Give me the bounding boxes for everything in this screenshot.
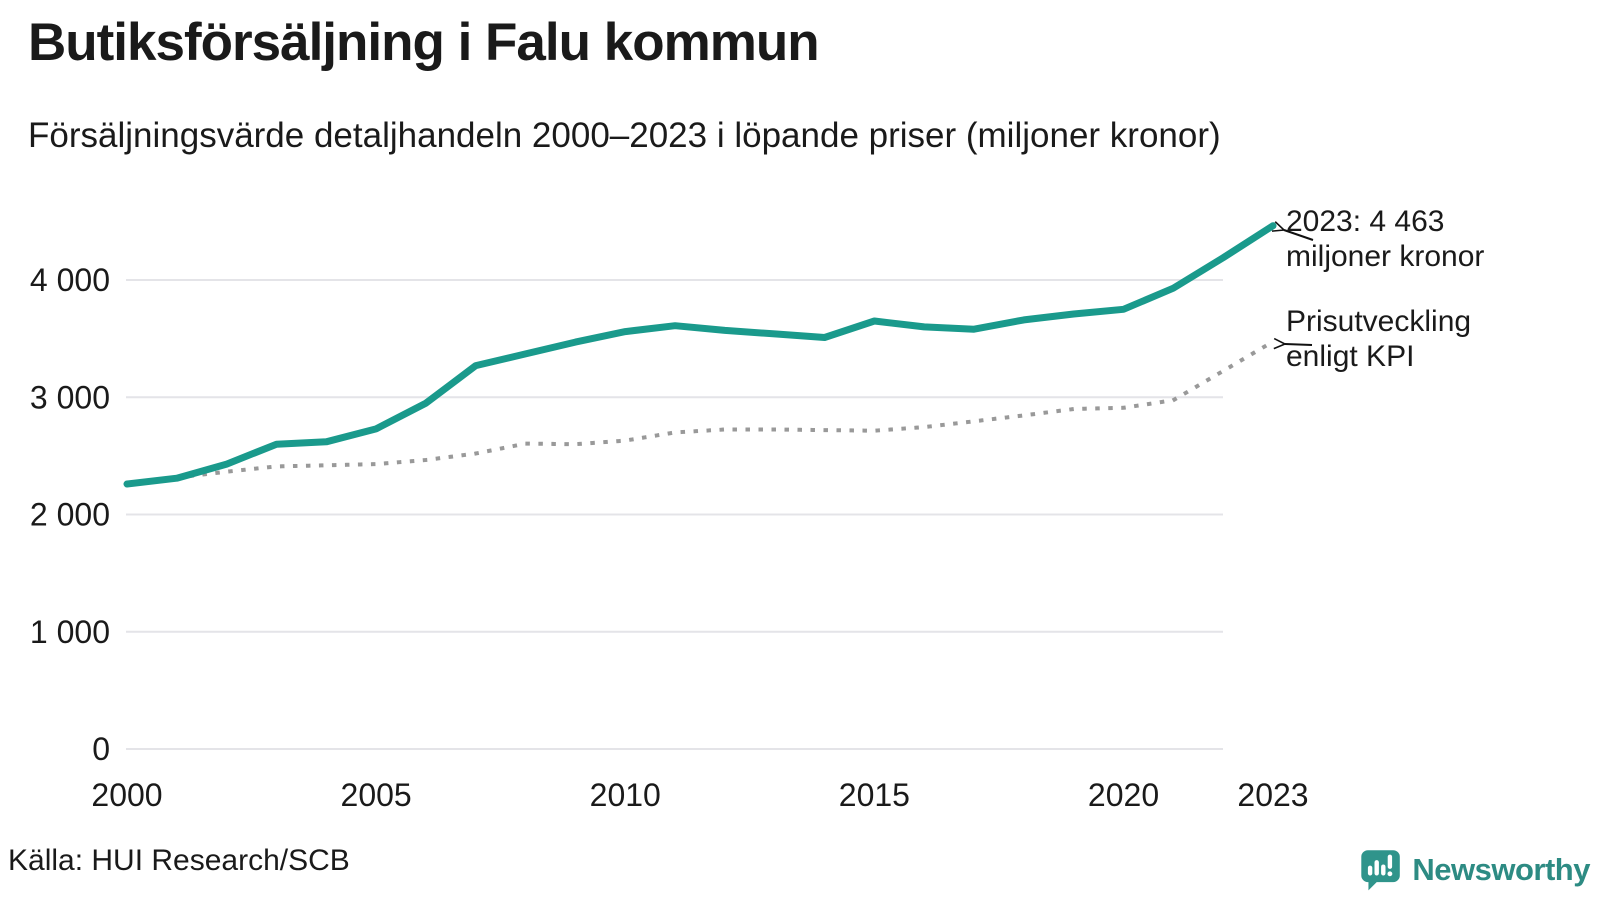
y-tick-label: 2 000 <box>30 497 110 533</box>
kpi-annotation-line1: Prisutveckling <box>1286 305 1472 338</box>
sales-annotation-line1: 2023: 4 463 <box>1286 205 1445 238</box>
page-title: Butiksförsäljning i Falu kommun <box>28 13 820 72</box>
brand-name: Newsworthy <box>1412 852 1590 887</box>
y-tick-label: 1 000 <box>30 614 110 650</box>
x-tick-label: 2020 <box>1088 777 1159 813</box>
bar-3 <box>1381 864 1386 876</box>
newsworthy-logo[interactable]: Newsworthy <box>1358 848 1590 892</box>
bar-2 <box>1374 860 1380 876</box>
kpi-dotted-line <box>124 338 1276 487</box>
page-subtitle: Försäljningsvärde detaljhandeln 2000–202… <box>28 116 1221 155</box>
exclamation-bar <box>1388 854 1393 869</box>
y-tick-label: 0 <box>92 731 110 767</box>
sales-annotation-line2: miljoner kronor <box>1286 240 1485 273</box>
source-note: Källa: HUI Research/SCB <box>8 844 350 877</box>
y-tick-label: 3 000 <box>30 379 110 415</box>
x-tick-label: 2010 <box>590 777 661 813</box>
sales-annotation-arrow <box>1284 230 1314 241</box>
kpi-endpoint-annotation: Prisutveckling enligt KPI <box>1286 304 1471 374</box>
x-tick-label: 2005 <box>341 777 412 813</box>
x-tick-label: 2023 <box>1237 777 1308 813</box>
x-tick-label: 2015 <box>839 777 910 813</box>
sales-endpoint-annotation: 2023: 4 463 miljoner kronor <box>1286 204 1484 274</box>
speech-bubble-shape <box>1361 850 1401 891</box>
newsworthy-chart-bubble-icon <box>1361 850 1401 891</box>
exclamation-dot <box>1387 871 1393 877</box>
sales-line <box>123 222 1277 488</box>
y-tick-label: 4 000 <box>30 262 110 298</box>
kpi-annotation-line2: enligt KPI <box>1286 340 1415 373</box>
x-tick-label: 2000 <box>91 777 162 813</box>
kpi-annotation-arrow <box>1285 344 1313 345</box>
bar-1 <box>1368 865 1373 876</box>
